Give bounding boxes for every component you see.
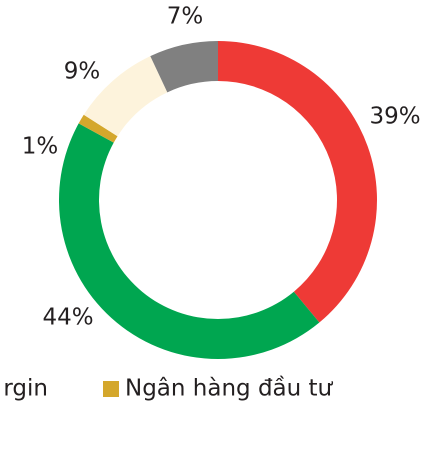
data-label: 1%: [22, 134, 59, 160]
donut-slice: [78, 114, 118, 143]
donut-slice: [83, 56, 168, 137]
donut-slice: [150, 41, 218, 93]
donut-slice: [218, 41, 377, 323]
data-label: 9%: [64, 59, 101, 85]
legend-swatch: [103, 381, 119, 397]
legend-label: Ngân hàng đầu tư: [125, 376, 334, 402]
donut-slice: [59, 123, 320, 359]
data-label: 44%: [42, 305, 93, 331]
data-label: 7%: [167, 4, 204, 30]
legend-label: rgin: [3, 376, 48, 402]
data-label: 39%: [369, 104, 420, 130]
